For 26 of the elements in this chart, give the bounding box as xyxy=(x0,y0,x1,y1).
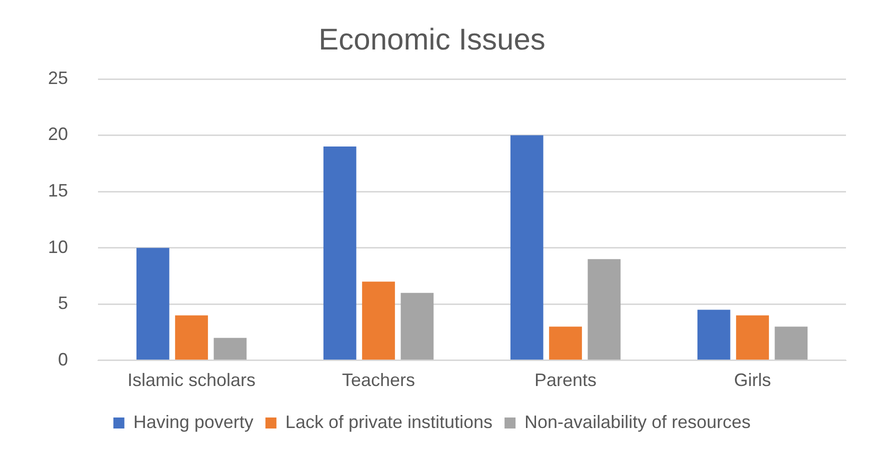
y-tick-label: 25 xyxy=(48,68,68,88)
bar xyxy=(697,310,730,360)
bar xyxy=(588,259,621,360)
y-tick-label: 0 xyxy=(58,349,68,370)
y-tick-label: 20 xyxy=(48,124,68,144)
legend-label: Non-availability of resources xyxy=(524,412,751,432)
bar xyxy=(549,326,582,360)
x-tick-label: Teachers xyxy=(342,370,416,390)
x-tick-label: Islamic scholars xyxy=(128,370,256,390)
bar xyxy=(736,315,769,360)
bar xyxy=(774,326,808,360)
bar xyxy=(136,248,170,360)
y-tick-label: 10 xyxy=(48,236,68,257)
chart-title: Economic Issues xyxy=(318,23,546,56)
y-tick-label: 5 xyxy=(58,293,68,314)
y-tick-label: 15 xyxy=(48,180,68,201)
bar xyxy=(362,282,395,360)
legend-label: Lack of private institutions xyxy=(285,412,493,432)
bar xyxy=(510,135,544,360)
bar xyxy=(323,146,356,360)
legend-label: Having poverty xyxy=(133,412,254,432)
bar xyxy=(214,338,247,360)
bar xyxy=(400,292,434,360)
bar xyxy=(175,315,208,360)
x-tick-label: Girls xyxy=(734,370,772,390)
x-tick-label: Parents xyxy=(534,370,597,390)
